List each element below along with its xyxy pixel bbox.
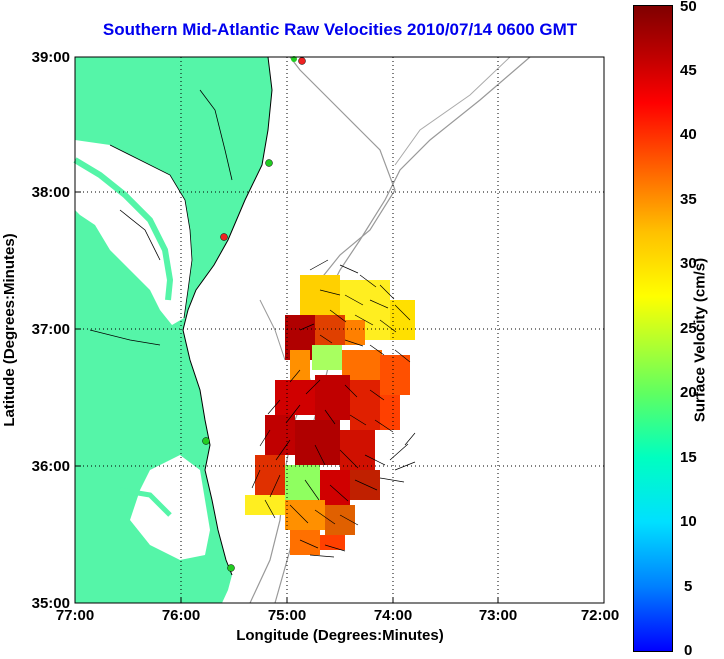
x-tick-label: 76:00 xyxy=(162,607,200,624)
chesapeake-bay xyxy=(75,140,192,325)
gridlines xyxy=(75,57,604,603)
y-tick-label: 39:00 xyxy=(32,49,70,66)
x-tick-label: 72:00 xyxy=(581,607,619,624)
y-tick-label: 37:00 xyxy=(32,321,70,338)
colorbar-tick: 5 xyxy=(684,578,693,595)
colorbar-tick: 30 xyxy=(680,255,697,272)
y-tick-label: 38:00 xyxy=(32,184,70,201)
colorbar-tick: 50 xyxy=(680,0,697,15)
y-tick-label: 36:00 xyxy=(32,458,70,475)
y-axis-label: Latitude (Degrees:Minutes) xyxy=(1,233,18,426)
colorbar-tick: 15 xyxy=(680,449,697,466)
station-marker xyxy=(265,159,273,167)
velocity-vectors xyxy=(251,259,416,558)
map-title: Southern Mid-Atlantic Raw Velocities 201… xyxy=(102,20,578,39)
colorbar-tick: 0 xyxy=(684,642,693,659)
colorbar xyxy=(633,5,673,652)
x-tick-label: 74:00 xyxy=(374,607,412,624)
colorbar-tick: 25 xyxy=(680,320,697,337)
x-tick-label: 73:00 xyxy=(479,607,517,624)
y-tick-label: 35:00 xyxy=(32,595,70,612)
colorbar-label: Surface Velocity (cm/s) xyxy=(691,257,709,423)
plot-frame xyxy=(74,56,605,604)
colorbar-tick: 10 xyxy=(680,513,697,530)
station-marker xyxy=(227,564,235,572)
colorbar-tick: 40 xyxy=(680,126,697,143)
station-marker xyxy=(202,437,210,445)
station-marker xyxy=(298,57,306,65)
colorbar-tick: 35 xyxy=(680,191,697,208)
station-marker xyxy=(220,233,228,241)
x-tick-label: 75:00 xyxy=(268,607,306,624)
x-axis-label: Longitude (Degrees:Minutes) xyxy=(236,627,444,644)
pamlico-sound xyxy=(130,455,210,560)
velocity-field xyxy=(245,275,415,555)
x-tick-label: 77:00 xyxy=(56,607,94,624)
colorbar-tick: 45 xyxy=(680,62,697,79)
colorbar-tick: 20 xyxy=(680,384,697,401)
